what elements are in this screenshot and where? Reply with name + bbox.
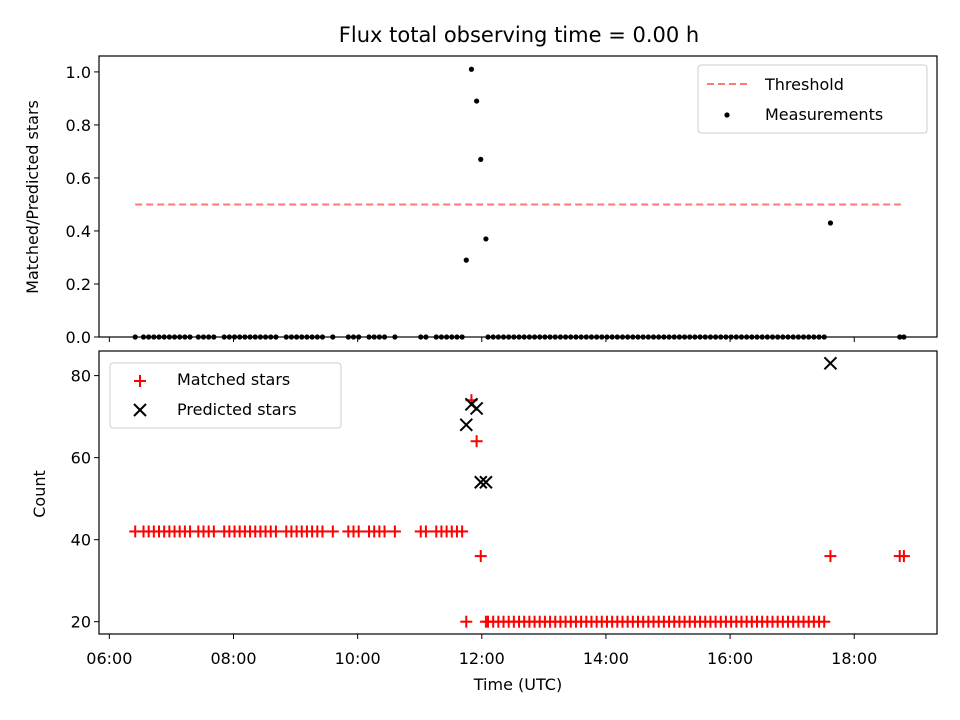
- matched-star-point: [470, 435, 483, 448]
- measurement-point: [468, 66, 475, 72]
- bottom-plot-marks: [129, 356, 910, 628]
- xtick-label: 06:00: [86, 649, 132, 668]
- matched-star-point: [479, 615, 492, 628]
- bottom-ytick-label: 20: [71, 613, 91, 632]
- top-ytick-label: 0.4: [66, 222, 91, 241]
- matched-star-point: [474, 550, 487, 563]
- matched-legend-label: Matched stars: [177, 370, 290, 389]
- xtick-label: 16:00: [707, 649, 753, 668]
- matched-star-point: [326, 525, 339, 538]
- matched-star-point: [316, 525, 329, 538]
- measurement-point: [474, 98, 480, 104]
- xtick-label: 18:00: [831, 649, 877, 668]
- xtick-label: 10:00: [335, 649, 381, 668]
- xtick-label: 12:00: [459, 649, 505, 668]
- measurement-point: [483, 236, 489, 242]
- x-axis-label: Time (UTC): [473, 675, 562, 694]
- top-legend-frame: [697, 64, 928, 134]
- predicted-star-point: [459, 418, 473, 432]
- matched-star-point: [388, 525, 401, 538]
- top-ytick-label: 1.0: [66, 63, 91, 82]
- bottom-y-axis-label: Count: [30, 470, 49, 518]
- chart-title: Flux total observing time = 0.00 h: [339, 23, 699, 47]
- bottom-x-ticks: 06:00 08:00 10:00 12:00 14:00 16:00 18:00: [86, 634, 877, 668]
- measurement-point: [478, 156, 484, 162]
- bottom-ytick-label: 80: [71, 367, 91, 386]
- bottom-ytick-label: 40: [71, 531, 91, 550]
- bottom-axes-frame: [98, 350, 938, 635]
- top-ytick-label: 0.2: [66, 275, 91, 294]
- matched-legend-swatch: [134, 375, 146, 387]
- matched-star-point: [460, 615, 473, 628]
- top-axes-frame: [98, 55, 938, 338]
- matched-star-point: [419, 525, 432, 538]
- threshold-legend-label: Threshold: [764, 75, 844, 94]
- matched-star-point: [818, 615, 831, 628]
- measurement-point: [463, 257, 469, 263]
- top-y-axis-label: Matched/Predicted stars: [23, 100, 42, 294]
- top-ytick-label: 0.8: [66, 116, 91, 135]
- matched-star-point: [824, 550, 837, 563]
- xtick-label: 08:00: [210, 649, 256, 668]
- top-x-ticks: [108, 337, 855, 342]
- bottom-y-ticks: 20 40 60 80: [71, 367, 99, 632]
- top-ytick-label: 0.0: [66, 328, 91, 347]
- predicted-star-point: [469, 401, 484, 416]
- measurements-legend-label: Measurements: [765, 105, 883, 124]
- measurement-point: [827, 220, 834, 226]
- bottom-panel: 20 40 60 80 06:00 08:00 10:00 12:00 14:00 16:00 1…: [30, 350, 938, 694]
- predicted-star-point: [479, 475, 493, 489]
- top-y-ticks: 0.0 0.2 0.4 0.6 0.8 1.0: [66, 63, 99, 347]
- predicted-star-point: [823, 356, 838, 371]
- bottom-legend: Matched stars Predicted stars: [109, 362, 342, 429]
- bottom-legend-frame: [109, 362, 342, 429]
- top-ytick-label: 0.6: [66, 169, 91, 188]
- matched-star-point: [378, 525, 391, 538]
- measurements-legend-swatch: [724, 112, 730, 118]
- top-panel: 0.0 0.2 0.4 0.6 0.8 1.0 Matched/Predicted sta…: [23, 55, 938, 347]
- matched-star-point: [352, 525, 365, 538]
- bottom-ytick-label: 60: [71, 449, 91, 468]
- matched-star-point: [207, 525, 220, 538]
- matched-star-point: [456, 525, 469, 538]
- xtick-label: 14:00: [583, 649, 629, 668]
- predicted-legend-label: Predicted stars: [177, 400, 297, 419]
- top-legend: Threshold Measurements: [697, 64, 928, 134]
- predicted-star-point: [474, 475, 488, 489]
- matched-star-point: [269, 525, 282, 538]
- matched-star-point: [897, 550, 910, 563]
- predicted-legend-swatch: [133, 403, 147, 417]
